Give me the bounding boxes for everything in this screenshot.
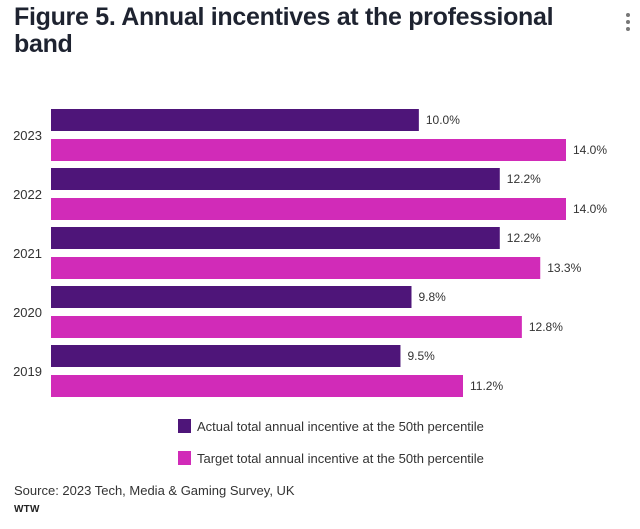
legend-label-target: Target total annual incentive at the 50t… xyxy=(197,450,484,466)
data-label-target-2023: 14.0% xyxy=(573,143,607,157)
page-title: Figure 5. Annual incentives at the profe… xyxy=(14,3,554,58)
bar-actual-2022 xyxy=(51,168,500,190)
legend: Actual total annual incentive at the 50t… xyxy=(178,418,484,482)
bar-target-2022 xyxy=(51,198,566,220)
bar-target-2020 xyxy=(51,316,522,338)
data-label-target-2019: 11.2% xyxy=(470,379,503,393)
data-label-actual-2022: 12.2% xyxy=(507,172,541,186)
bar-target-2021 xyxy=(51,257,541,279)
bar-target-2023 xyxy=(51,139,566,161)
legend-item-actual: Actual total annual incentive at the 50t… xyxy=(178,418,484,434)
legend-swatch-target xyxy=(178,451,191,465)
legend-item-target: Target total annual incentive at the 50t… xyxy=(178,450,484,466)
data-label-target-2021: 13.3% xyxy=(547,261,581,275)
category-label-2020: 2020 xyxy=(13,305,42,320)
data-label-actual-2023: 10.0% xyxy=(426,113,460,127)
kebab-menu-icon[interactable] xyxy=(622,12,634,36)
data-label-actual-2019: 9.5% xyxy=(407,349,435,363)
bar-actual-2019 xyxy=(51,345,401,367)
bar-actual-2021 xyxy=(51,227,500,249)
brand-label: WTW xyxy=(14,504,40,515)
data-label-actual-2021: 12.2% xyxy=(507,231,541,245)
data-label-actual-2020: 9.8% xyxy=(419,290,447,304)
bar-chart: 2023 10.0% 14.0% 2022 12.2% 14.0% 2021 12.2% 13.… xyxy=(13,109,607,397)
category-label-2021: 2021 xyxy=(13,246,42,261)
data-label-target-2020: 12.8% xyxy=(529,320,563,334)
category-label-2019: 2019 xyxy=(13,364,42,379)
legend-swatch-actual xyxy=(178,419,191,433)
bar-target-2019 xyxy=(51,375,463,397)
legend-label-actual: Actual total annual incentive at the 50t… xyxy=(197,418,484,434)
bar-actual-2020 xyxy=(51,286,412,308)
bar-actual-2023 xyxy=(51,109,419,131)
category-label-2023: 2023 xyxy=(13,128,42,143)
source-note: Source: 2023 Tech, Media & Gaming Survey… xyxy=(14,483,295,498)
category-label-2022: 2022 xyxy=(13,187,42,202)
data-label-target-2022: 14.0% xyxy=(573,202,607,216)
